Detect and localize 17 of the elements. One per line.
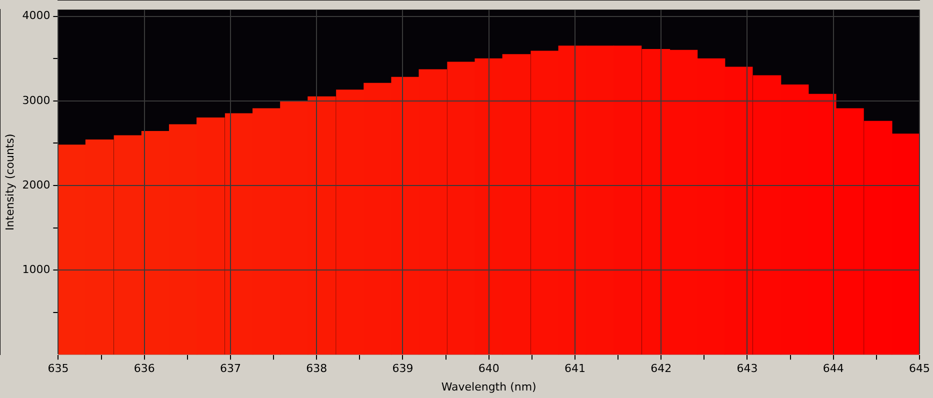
y-tick-label: 3000 (22, 94, 50, 107)
x-tick-label: 641 (564, 362, 586, 376)
x-tick-label: 642 (650, 362, 672, 376)
y-tick-label: 1000 (22, 262, 50, 276)
y-tick-label: 2000 (22, 178, 50, 192)
y-axis-title: Intensity (counts) (3, 134, 16, 230)
x-tick-label: 637 (220, 362, 241, 376)
x-axis-title: Wavelength (nm) (441, 380, 536, 394)
x-tick-label: 635 (48, 362, 69, 376)
y-tick-label: 4000 (22, 9, 50, 22)
x-tick-label: 643 (736, 362, 758, 376)
x-tick-label: 639 (392, 362, 414, 376)
x-tick-label: 638 (306, 362, 328, 376)
x-tick-label: 640 (478, 362, 500, 376)
x-tick-label: 636 (134, 362, 155, 376)
x-tick-label: 644 (822, 362, 844, 376)
x-tick-label: 645 (909, 362, 930, 376)
